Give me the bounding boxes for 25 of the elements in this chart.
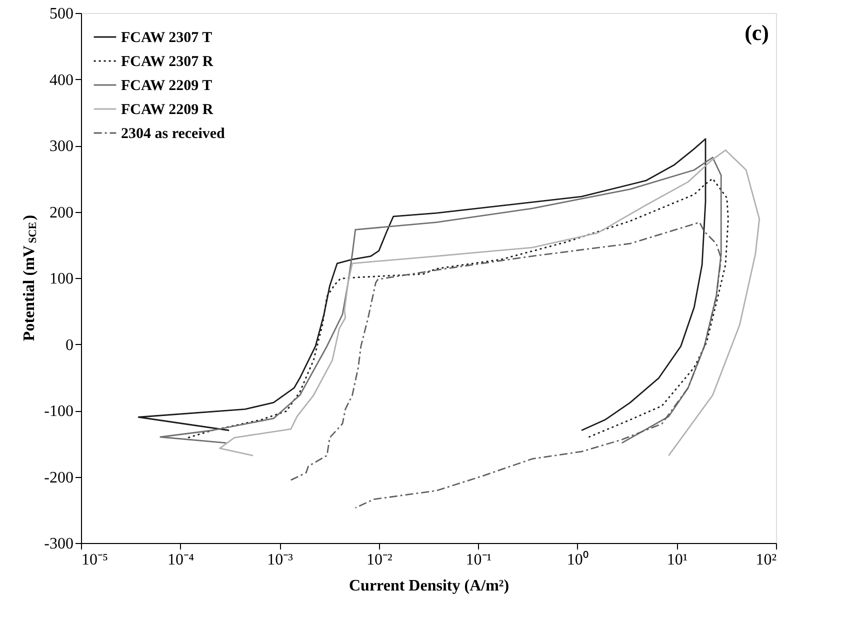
- x-tick-label: 10⁻³: [267, 552, 294, 568]
- y-tick-label: 200: [50, 204, 74, 222]
- x-tick-label: 10⁻⁵: [82, 552, 108, 568]
- x-tick-label: 10⁰: [566, 550, 589, 568]
- legend-label: FCAW 2307 T: [121, 30, 212, 46]
- x-tick-label: 10⁻¹: [466, 552, 492, 568]
- legend-label: FCAW 2209 R: [121, 102, 214, 118]
- y-tick-label: 0: [66, 336, 74, 354]
- y-tick-label: 100: [50, 270, 74, 288]
- x-axis-title: Current Density (A/m²): [348, 578, 510, 594]
- y-tick-label: 400: [50, 72, 74, 89]
- legend-label: FCAW 2307 R: [121, 54, 214, 70]
- y-tick-label: 500: [50, 6, 74, 22]
- y-tick-label: 300: [50, 138, 74, 155]
- y-tick-label: -100: [44, 403, 74, 420]
- legend-label: 2304 as received: [121, 126, 226, 142]
- legend-label: FCAW 2209 T: [121, 78, 212, 94]
- y-tick-label: -300: [44, 536, 74, 552]
- x-tick-label: 10¹: [666, 552, 688, 568]
- x-tick-label: 10²: [756, 552, 777, 568]
- y-axis-title: Potential (mVSCE): [21, 214, 39, 342]
- x-tick-label: 10⁻²: [366, 552, 392, 568]
- x-tick-label: 10⁻⁴: [167, 552, 194, 568]
- y-tick-label: -200: [44, 469, 74, 486]
- annotation: (c): [744, 20, 769, 45]
